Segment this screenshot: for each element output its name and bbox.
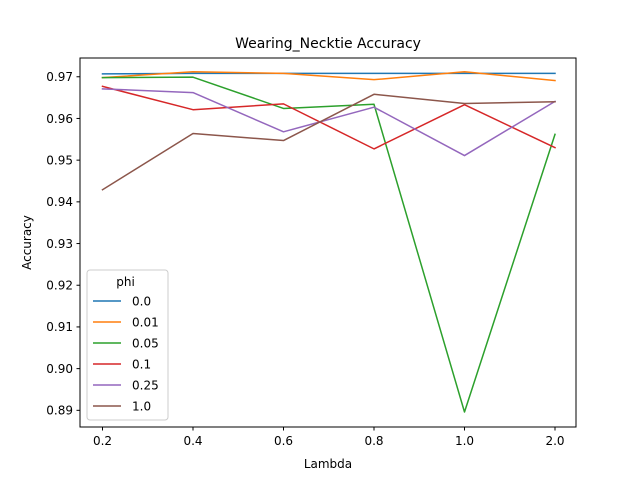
legend: phi 0.0 0.01 0.05 0.1 0.25 1.0 [86,269,169,421]
plot-frame [79,57,577,428]
y-tick-label: 0.95 [46,153,73,167]
x-tick-label: 0.6 [274,434,293,448]
series-layer [101,71,557,413]
series-line-0-05 [101,76,556,413]
x-tick-label: 2.0 [545,434,564,448]
x-axis-label: Lambda [304,457,352,471]
x-tick-label: 0.4 [183,434,202,448]
x-axis: 0.2 0.4 0.6 0.8 1.0 2.0 [93,427,565,448]
y-tick-label: 0.97 [46,70,73,84]
x-tick-label: 0.2 [93,434,112,448]
legend-box [86,269,169,421]
series-line-0-01 [101,71,556,82]
y-tick-label: 0.89 [46,404,73,418]
x-tick-label: 0.8 [364,434,383,448]
y-tick-label: 0.93 [46,237,73,251]
legend-entry-label: 0.01 [132,316,159,330]
legend-entry-label: 1.0 [132,400,151,414]
legend-title: phi [116,275,135,289]
series-line-0-25 [101,88,557,157]
legend-entry-label: 0.05 [132,337,159,351]
series-line-0-1 [101,85,556,150]
y-tick-label: 0.92 [46,279,73,293]
legend-entry-label: 0.25 [132,379,159,393]
y-axis: 0.89 0.90 0.91 0.92 0.93 0.94 0.95 0.96 0.97 [46,70,80,418]
y-axis-label: Accuracy [20,215,34,270]
y-tick-label: 0.91 [46,320,73,334]
x-tick-label: 1.0 [455,434,474,448]
y-tick-label: 0.96 [46,112,73,126]
series-line-1-0 [101,93,556,191]
legend-entry-label: 0.0 [132,295,151,309]
y-tick-label: 0.94 [46,195,73,209]
chart-title: Wearing_Necktie Accuracy [235,36,421,52]
y-tick-label: 0.90 [46,362,73,376]
legend-entry-label: 0.1 [132,358,151,372]
